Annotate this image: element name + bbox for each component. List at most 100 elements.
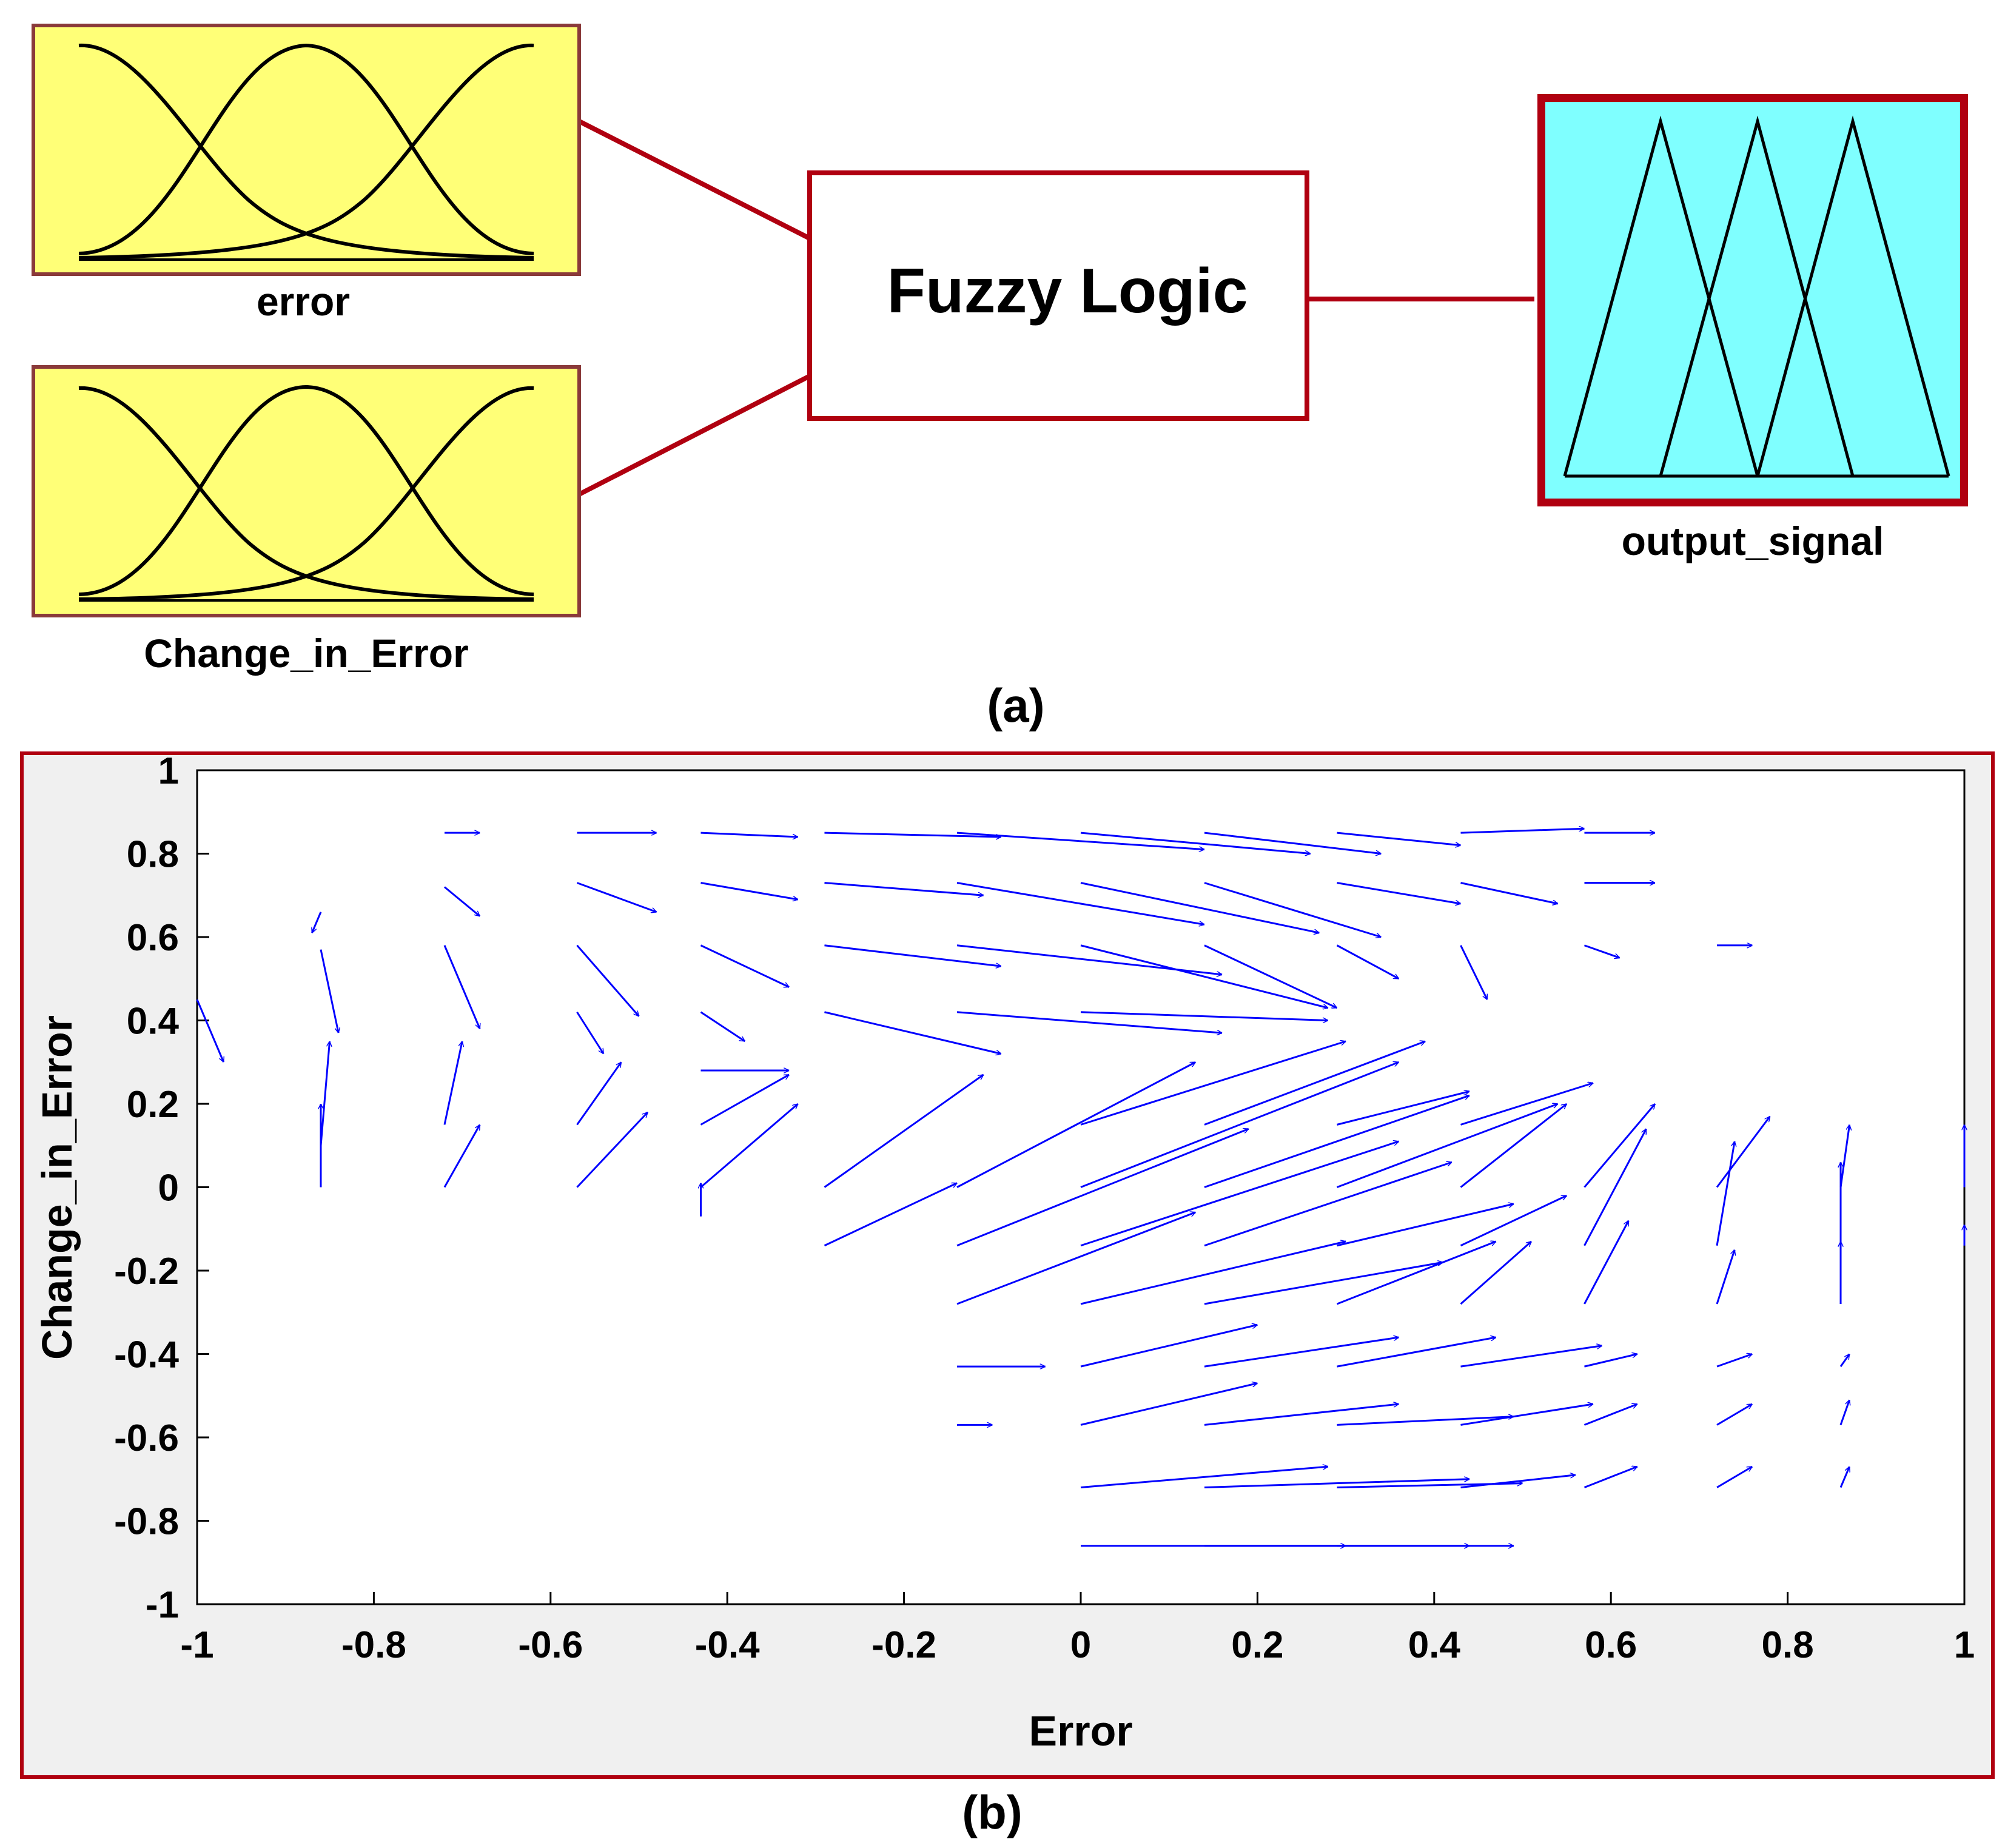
connector-error-to-fuzzy: [578, 119, 811, 241]
x-tick-label: 0: [1070, 1624, 1091, 1666]
quiver-arrow: [1204, 1404, 1399, 1426]
quiver-arrow: [1839, 1354, 1850, 1367]
quiver-arrow: [824, 1182, 957, 1247]
quiver-arrow: [443, 1124, 481, 1188]
quiver-arrow: [700, 1074, 789, 1126]
input-error-label: error: [257, 279, 350, 324]
quiver-arrow: [1460, 1346, 1602, 1368]
quiver-arrow: [1337, 1104, 1558, 1188]
mf-error-mid: [78, 43, 534, 255]
quiver-arrow: [576, 1011, 605, 1054]
quiver-arrow: [1584, 944, 1619, 958]
quiver-arrow: [956, 1061, 1195, 1188]
mf-error-low: [78, 43, 534, 260]
quiver-arrow: [576, 1062, 622, 1126]
quiver-arrow: [1204, 1162, 1452, 1247]
quiver-arrow: [1080, 882, 1319, 933]
quiver-arrow: [1080, 1383, 1257, 1426]
quiver-arrow: [1337, 1417, 1514, 1426]
quiver-arrow: [1460, 1404, 1594, 1426]
y-tick-label: 0.8: [127, 834, 179, 876]
quiver-arrow: [576, 944, 640, 1016]
quiver-arrow: [1204, 1479, 1469, 1488]
input-change-block: [32, 365, 581, 617]
quiver-arrow: [1337, 1337, 1496, 1368]
fuzzy-logic-box: [807, 170, 1309, 421]
y-tick-label: -0.6: [114, 1417, 179, 1459]
y-tick-label: -1: [146, 1584, 179, 1626]
quiver-arrow: [956, 832, 1204, 850]
quiver-arrow: [444, 886, 480, 917]
quiver-arrow: [1204, 1262, 1443, 1305]
x-tick-label: -0.2: [872, 1624, 936, 1666]
quiver-arrow: [956, 1011, 1222, 1033]
quiver-arrow: [1584, 1354, 1637, 1368]
quiver-arrow: [1584, 1104, 1656, 1188]
x-tick-label: -0.6: [518, 1624, 583, 1666]
quiver-arrow: [576, 882, 657, 912]
output-signal-block: [1537, 94, 1968, 506]
fuzzy-logic-label: Fuzzy Logic: [887, 256, 1248, 326]
quiver-arrow: [1080, 832, 1311, 853]
quiver-arrow: [700, 1103, 798, 1188]
quiver-arrow: [1460, 1475, 1576, 1488]
quiver-arrow: [824, 944, 1001, 966]
quiver-arrow: [1839, 1124, 1850, 1188]
x-tick-label: -0.4: [695, 1624, 760, 1666]
caption-a: (a): [987, 679, 1044, 732]
quiver-arrow: [1584, 1221, 1630, 1305]
mf-error-high: [78, 43, 534, 260]
x-axis-ticks: -1 -0.8 -0.6 -0.4 -0.2 0 0.2 0.4 0.6 0.8 1: [180, 1592, 1975, 1666]
quiver-arrow: [824, 1074, 983, 1188]
quiver-arrow: [956, 1129, 1249, 1247]
input-change-box: [32, 365, 581, 617]
quiver-arrow: [1080, 1467, 1328, 1488]
quiver-arrow: [1204, 944, 1337, 1009]
x-tick-label: 0.6: [1585, 1624, 1637, 1666]
x-tick-label: 1: [1954, 1624, 1975, 1666]
quiver-arrow: [1204, 1337, 1399, 1368]
y-tick-label: 1: [158, 750, 179, 792]
quiver-arrow: [1839, 1467, 1850, 1488]
quiver-arrow: [1080, 944, 1328, 1008]
quiver-arrow: [1336, 1242, 1496, 1305]
quiver-arrow: [1204, 832, 1381, 853]
y-tick-label: 0.6: [127, 917, 179, 959]
y-tick-label: -0.4: [114, 1334, 179, 1376]
input-error-block: [32, 24, 581, 276]
quiver-arrow: [1204, 882, 1381, 937]
quiver-arrow: [1336, 944, 1399, 980]
quiver-arrow: [1460, 828, 1585, 834]
input-change-label: Change_in_Error: [144, 631, 468, 676]
quiver-arrow: [700, 944, 789, 988]
quiver-arrow: [824, 882, 983, 896]
quiver-arrow: [1080, 1242, 1346, 1305]
mf-output-mid: [1659, 115, 1855, 477]
y-tick-label: -0.8: [114, 1501, 179, 1543]
quiver-arrow: [700, 882, 798, 900]
output-signal-fill: [1545, 102, 1960, 499]
quiver-arrow: [1716, 1250, 1735, 1305]
quiver-arrow: [1716, 1403, 1752, 1426]
input-error-box: [32, 24, 581, 276]
x-tick-label: 0.8: [1761, 1624, 1813, 1666]
quiver-arrow: [700, 832, 798, 837]
mf-change-mid: [78, 385, 534, 596]
quiver-arrow: [1204, 1041, 1425, 1126]
x-tick-label: -1: [180, 1624, 213, 1666]
quiver-arrow: [1716, 1354, 1752, 1368]
quiver-arrow: [1716, 1465, 1752, 1488]
x-axis-label: Error: [1029, 1707, 1132, 1755]
y-tick-label: -0.2: [114, 1251, 179, 1292]
connector-change-to-fuzzy: [578, 374, 811, 497]
quiver-arrow: [1337, 1204, 1514, 1247]
x-tick-label: 0.4: [1408, 1624, 1461, 1666]
quiver-arrow: [1584, 1129, 1647, 1246]
quiver-arrow: [1460, 882, 1558, 904]
y-tick-label: 0.4: [127, 1001, 180, 1043]
mf-change-high: [78, 386, 534, 601]
quiver-arrow: [700, 1011, 745, 1043]
quiver-arrow: [1584, 1467, 1637, 1488]
quiver-arrow: [320, 1041, 330, 1146]
y-axis-label: Change_in_Error: [33, 1015, 81, 1360]
